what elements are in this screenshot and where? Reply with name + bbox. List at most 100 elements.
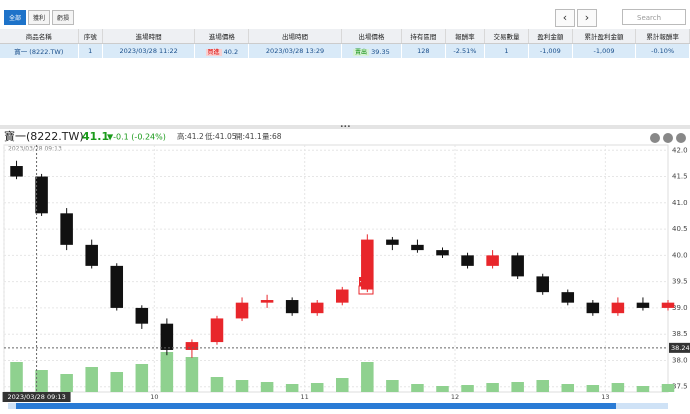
volume-bar xyxy=(386,380,399,392)
plot-frame xyxy=(3,144,669,393)
quote-name: 寶一(8222.TW) xyxy=(4,129,84,143)
cell-text: -1,009 xyxy=(539,47,561,55)
candle-body xyxy=(436,250,449,256)
cell-text: 2023/03/28 13:29 xyxy=(265,47,325,55)
column-header: 累計報酬率 xyxy=(635,29,690,44)
volume-bar xyxy=(436,386,449,392)
volume-bar xyxy=(60,374,73,392)
volume-bar xyxy=(235,380,249,392)
candle-body xyxy=(260,300,274,303)
cell: -1,009 xyxy=(572,43,637,58)
candle-body xyxy=(586,302,600,314)
scroll-right-button[interactable] xyxy=(663,133,673,143)
cell: 賣出 39.35 xyxy=(341,43,402,58)
volume-bar xyxy=(411,384,424,392)
candle-body xyxy=(35,176,48,214)
divider-grip: ••• xyxy=(340,124,351,131)
candle-body xyxy=(561,292,575,303)
cell: -1,009 xyxy=(528,43,573,58)
candle-body xyxy=(85,244,98,266)
volume-bar xyxy=(310,383,324,392)
candle-body xyxy=(511,255,524,277)
volume-bar xyxy=(110,372,124,392)
scroll-left-button[interactable] xyxy=(650,133,660,143)
volume-bar xyxy=(461,385,474,392)
quote-open: 開:41.1 xyxy=(235,132,262,141)
cell-text: 1 xyxy=(504,47,509,55)
candle-body xyxy=(185,342,199,350)
candle-body xyxy=(411,244,424,251)
volume-bar xyxy=(135,364,149,392)
candle-body xyxy=(160,323,174,350)
cell-text: -2.51% xyxy=(453,47,477,55)
volume-bar xyxy=(285,384,299,392)
tab[interactable]: 全部 xyxy=(4,10,27,25)
cell: -0.10% xyxy=(635,43,690,58)
column-header: 進場價格 xyxy=(194,29,250,44)
volume-bar xyxy=(361,362,374,392)
column-header: 商品名稱 xyxy=(0,29,79,44)
divider[interactable] xyxy=(0,125,690,129)
volume-bar xyxy=(511,382,524,392)
crosshair-x-box xyxy=(2,392,71,402)
cursor-time: 2023/03/28 09:13 xyxy=(8,146,62,153)
search-box[interactable]: Search xyxy=(622,9,686,25)
candle-body xyxy=(210,318,224,343)
y-tick-label: 39.5 xyxy=(672,278,688,286)
tab-bar: 全部 獲利 虧損 xyxy=(4,10,75,25)
next-button[interactable]: › xyxy=(577,9,597,27)
y-tick-label: 40.5 xyxy=(672,225,688,233)
volume-bar xyxy=(35,370,48,392)
cell: 寶一 (8222.TW) xyxy=(0,43,79,58)
candle-body xyxy=(336,289,349,303)
column-header: 持有區間 xyxy=(401,29,446,44)
prev-button[interactable]: ‹ xyxy=(555,9,575,27)
crosshair-y-label: 38.24 xyxy=(671,344,690,352)
crosshair-x-label: 2023/03/28 09:13 xyxy=(7,393,65,401)
volume-bar xyxy=(185,357,199,392)
volume-bar xyxy=(210,377,224,392)
quote-high: 高:41.2 xyxy=(177,131,204,141)
tab[interactable]: 虧損 xyxy=(52,10,75,25)
volume-bar xyxy=(561,384,575,392)
candle-body xyxy=(60,213,73,245)
table-row[interactable]: 寶一 (8222.TW) 1 2023/03/28 11:22 買進 40.2 2023… xyxy=(0,43,690,58)
quote-low: 低:41.05 xyxy=(205,131,237,141)
candle-body xyxy=(636,302,650,308)
cell-text: 128 xyxy=(417,47,430,55)
cell-text: -0.10% xyxy=(651,47,675,55)
x-tick-label: 12 xyxy=(451,393,459,401)
candle-body xyxy=(235,302,249,319)
cell: 1 xyxy=(484,43,529,58)
volume-bar xyxy=(611,383,625,392)
y-tick-label: 41.5 xyxy=(672,173,688,181)
tab[interactable]: 獲利 xyxy=(28,10,51,25)
volume-bar xyxy=(160,352,174,392)
candle-body xyxy=(461,255,474,266)
scrollbar-thumb[interactable] xyxy=(16,403,616,409)
cell-text: 2023/03/28 11:22 xyxy=(119,47,178,55)
cell: 2023/03/28 11:22 xyxy=(102,43,196,58)
y-tick-label: 38.0 xyxy=(672,356,688,364)
candle-body xyxy=(361,239,374,290)
column-header: 交易數量 xyxy=(484,29,529,44)
trade-tag: 賣出 xyxy=(353,48,370,56)
volume-bar xyxy=(586,385,600,392)
candle-body xyxy=(135,307,149,324)
candle-body xyxy=(310,302,324,314)
column-header: 序號 xyxy=(78,29,103,44)
column-header: 累計盈利金額 xyxy=(572,29,637,44)
volume-bar xyxy=(536,380,549,392)
cell: 1 xyxy=(78,43,103,58)
cell-text: -1,009 xyxy=(593,47,615,55)
y-tick-label: 41.0 xyxy=(672,199,688,207)
cell-text: 40.2 xyxy=(223,47,239,56)
volume-bar xyxy=(636,386,650,392)
trade-tag: 買進 xyxy=(205,48,222,56)
column-header: 進場時間 xyxy=(102,29,196,44)
close-button[interactable] xyxy=(676,133,686,143)
crosshair-y-box xyxy=(669,342,690,353)
y-tick-label: 38.5 xyxy=(672,330,688,338)
cell-text: 寶一 (8222.TW) xyxy=(14,48,64,56)
